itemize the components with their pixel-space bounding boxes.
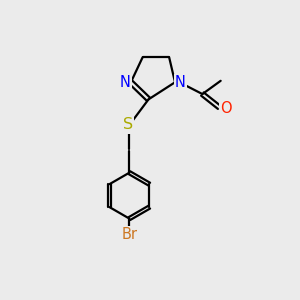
Text: Br: Br — [122, 227, 137, 242]
Text: O: O — [220, 101, 232, 116]
Text: S: S — [123, 118, 133, 133]
Text: N: N — [120, 75, 131, 90]
Text: N: N — [175, 75, 186, 90]
